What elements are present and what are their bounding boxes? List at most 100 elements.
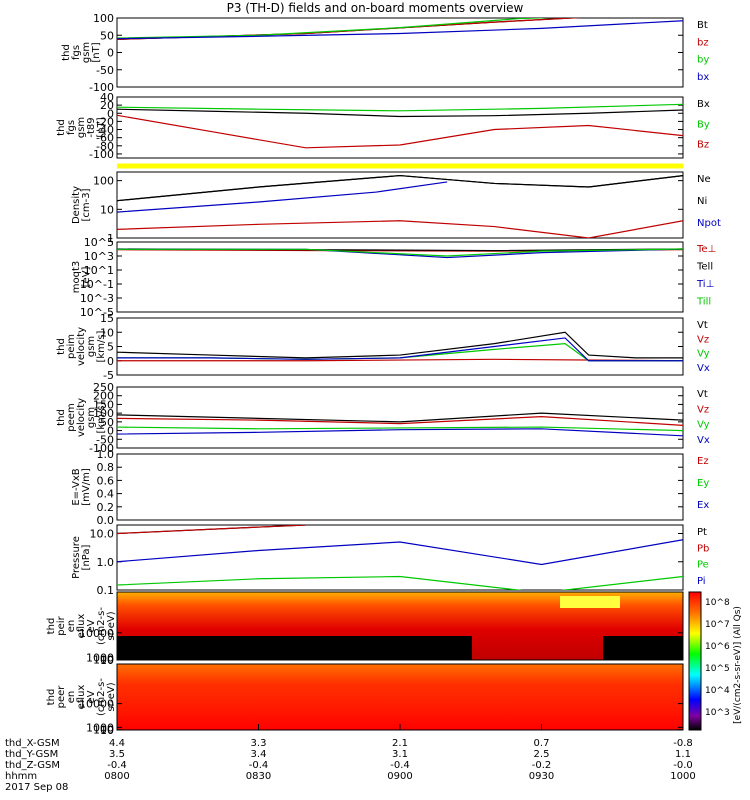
panel-ylabel: thd	[46, 689, 57, 706]
ephem-value: -0.4	[390, 760, 410, 771]
ytick-label: 1	[107, 232, 114, 245]
legend-entry: Ey	[697, 478, 709, 489]
ytick-label: 10	[100, 654, 114, 667]
ytick-label: 15	[100, 312, 114, 325]
legend-entry: Ne	[697, 174, 711, 185]
series-line-ni	[117, 174, 683, 202]
ytick-label: 50	[100, 29, 114, 42]
series-line-vt	[117, 331, 683, 359]
heatmap-field	[117, 664, 683, 730]
legend-entry: Pb	[697, 543, 709, 554]
panel-ylabel: velocity	[76, 398, 87, 437]
ytick-label: 1000	[86, 721, 114, 734]
panel-fgs: 100 50 0 -50 -100 thd fgs gsm [nT] Bt bz by bx	[61, 12, 709, 94]
ytick-label: 100	[93, 724, 114, 737]
panel-ylabel: sr-eV)	[106, 682, 117, 711]
legend-entry: Ez	[697, 456, 709, 467]
ephem-value: 0900	[387, 771, 412, 782]
legend-entry: by	[697, 55, 709, 66]
colorbar-tick: 10^3	[705, 708, 730, 718]
ephem-label: thd_Y-GSM	[5, 749, 58, 760]
legend-entry: Te⊥	[696, 244, 716, 255]
ytick-label: 100	[93, 407, 114, 420]
ytick-label: 10^-5	[80, 306, 114, 319]
ytick-label: 10^-1	[80, 278, 114, 291]
series-line-npot	[117, 181, 448, 213]
panel-ylabel: fgs	[71, 45, 82, 60]
ephem-value: 0.7	[534, 738, 550, 749]
panel-ylabel: [mV/m]	[81, 468, 92, 506]
legend-entry: Ti⊥	[696, 279, 714, 290]
colorbar-tick: 10^5	[705, 664, 730, 674]
ytick-label: -80	[96, 140, 114, 153]
ytick-label: 0.0	[97, 514, 115, 527]
ephem-value: 1.1	[675, 749, 691, 760]
legend-entry: Ni	[697, 196, 707, 207]
panel-frame	[116, 317, 684, 376]
ytick-label: 40	[100, 91, 114, 104]
panel-ylabel: (cm2-s-	[96, 607, 107, 645]
series-line-vy	[117, 426, 683, 432]
ytick-label: 0	[107, 355, 114, 368]
panel-ylabel: thd	[56, 338, 67, 355]
panel-ylabel: [nPa]	[81, 544, 92, 570]
panel-ylabel: [km/s]	[96, 330, 107, 362]
legend-entry: Vx	[697, 363, 710, 374]
series-line-pe	[117, 575, 683, 590]
ytick-label: -5	[103, 369, 114, 382]
panel-ylabel: [cm-3]	[81, 188, 92, 221]
ytick-label: 10	[100, 724, 114, 737]
ephemeris-table: thd_X-GSM 4.4 3.3 2.1 0.7 -0.8 thd_Y-GSM 3.5 3.4…	[5, 738, 696, 793]
panel-ylabel: [nT]	[91, 42, 102, 62]
legend-entry: Pt	[697, 527, 707, 538]
legend-entry: Vz	[697, 334, 709, 345]
ytick-label: -50	[96, 433, 114, 446]
ephem-value: 3.3	[251, 738, 267, 749]
ephem-value: 0800	[104, 771, 129, 782]
ytick-label: 10000	[79, 698, 114, 711]
panel-ylabel: eV	[86, 619, 97, 632]
panel-efield: 1.00.80.60.40.20.0 E=-VxB [mV/m] Ez Ey Ex	[71, 448, 709, 527]
legend-entry: By	[697, 119, 710, 130]
ephem-value: 4.4	[109, 738, 125, 749]
ephem-value: -0.4	[107, 760, 127, 771]
panel-ylabel: gsm	[81, 42, 92, 63]
series-line-ne-red	[117, 220, 683, 238]
ytick-label: -40	[96, 124, 114, 137]
legend-entry: Vx	[697, 435, 710, 446]
panel-ylabel: velocity	[76, 327, 87, 366]
panel-ylabel: gsm	[76, 117, 87, 138]
legend-entry: Tell	[696, 262, 713, 273]
ephem-value: -0.4	[249, 760, 269, 771]
legend-entry: Vy	[697, 420, 710, 431]
ephem-label: thd_Z-GSM	[5, 760, 60, 771]
ephem-value: 3.5	[109, 749, 125, 760]
panel-ylabel: thd	[61, 44, 72, 61]
legend-entry: Bx	[697, 99, 710, 110]
panel-ylabel: sr-eV)	[106, 611, 117, 640]
legend-entry: Npot	[697, 218, 721, 229]
ephem-value: -0.2	[532, 760, 552, 771]
panel-ylabel: Pressure	[71, 536, 82, 579]
legend-entry: Vt	[697, 320, 708, 331]
ytick-label: 200	[93, 390, 114, 403]
ytick-label: 20	[100, 99, 114, 112]
colorbar-tick: 10^4	[705, 686, 730, 696]
panel-frame	[116, 96, 684, 159]
series-line-by	[117, 103, 683, 112]
panel-ylabel: en	[66, 691, 77, 704]
ytick-label: 100	[93, 175, 114, 188]
series-line-pb	[117, 525, 306, 535]
ytick-label: -100	[89, 81, 114, 94]
figure-title: P3 (TH-D) fields and on-board moments ov…	[227, 1, 524, 15]
legend-entry: Bz	[697, 140, 709, 151]
panel-frame	[116, 171, 684, 239]
panel-ylabel: -t89	[86, 117, 97, 137]
ephem-value: 1000	[670, 771, 695, 782]
panel-ylabel: E=-VxB	[71, 468, 82, 505]
legend-entry: Pi	[697, 576, 706, 587]
panel-ylabel: moqt3	[71, 261, 82, 294]
ephem-value: -0.8	[673, 738, 693, 749]
ephem-value: 0830	[246, 771, 271, 782]
